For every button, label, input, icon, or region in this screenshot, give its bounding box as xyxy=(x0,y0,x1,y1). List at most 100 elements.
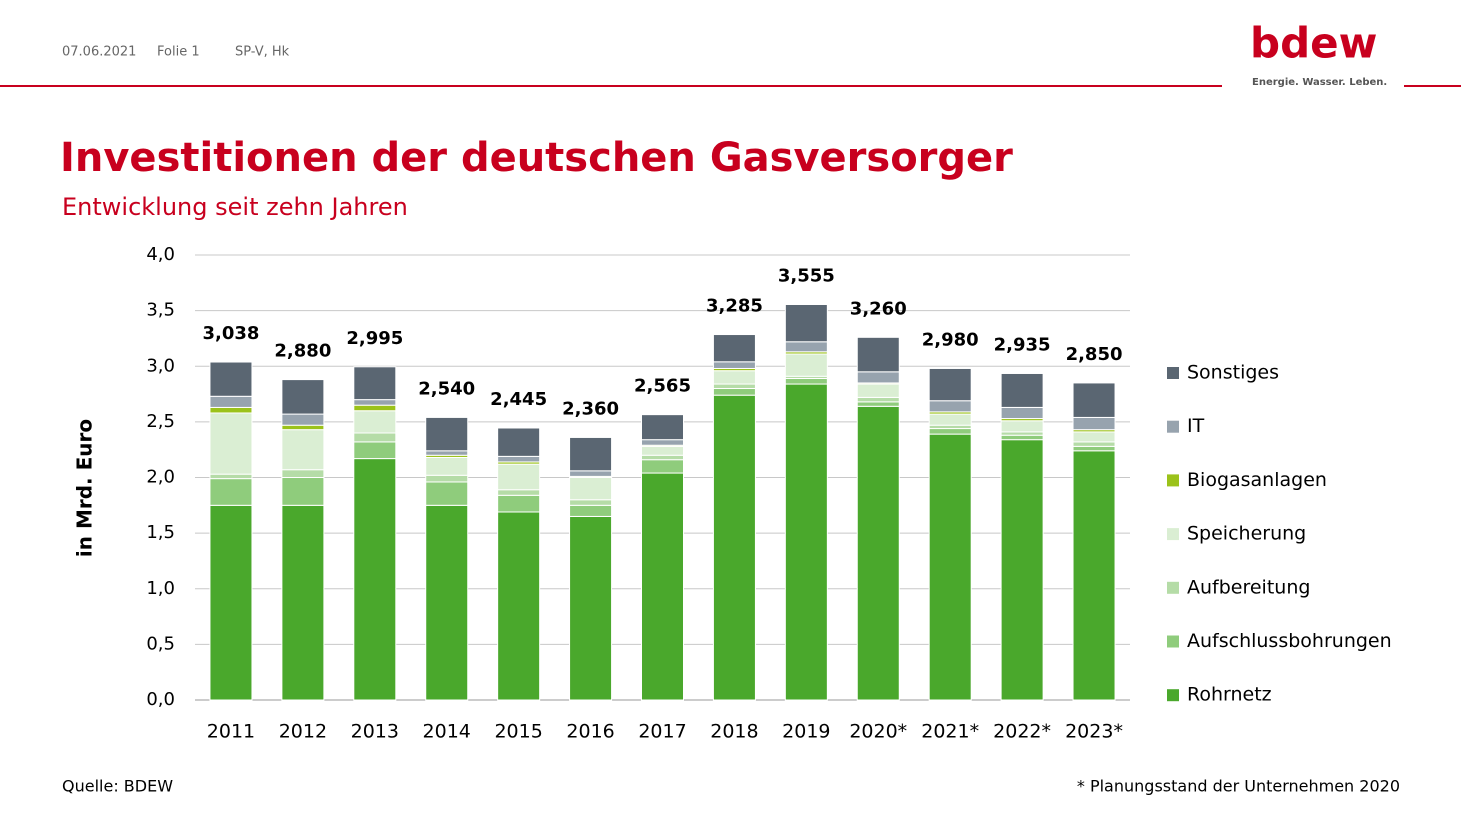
bar-segment xyxy=(353,404,397,412)
bar-segment xyxy=(641,472,684,701)
bar-segment xyxy=(712,388,756,396)
legend-swatch xyxy=(1167,420,1179,433)
bar-segment xyxy=(1000,406,1044,420)
bar-segment xyxy=(209,412,253,475)
bar-segment xyxy=(1000,434,1044,441)
y-tick-label: 3,5 xyxy=(146,300,175,321)
bar-segment xyxy=(1072,441,1116,447)
y-axis-label: in Mrd. Euro xyxy=(73,419,97,557)
bar-segment xyxy=(209,473,253,480)
bar-segment xyxy=(1000,420,1044,433)
y-tick-label: 2,5 xyxy=(146,411,175,432)
legend-label: Aufschlussbohrungen xyxy=(1187,630,1392,652)
legend-swatch xyxy=(1167,689,1179,702)
bar-segment xyxy=(569,470,613,477)
legend-label: Sonstiges xyxy=(1187,362,1279,384)
bar-segment xyxy=(856,336,900,373)
bar-segment xyxy=(497,511,541,701)
x-tick-label: 2017 xyxy=(638,721,686,743)
legend-label: Aufbereitung xyxy=(1187,576,1310,598)
bar-segment xyxy=(1072,382,1116,418)
author: SP-V, Hk xyxy=(235,45,290,60)
bar-segment xyxy=(569,436,613,472)
legend-label: Rohrnetz xyxy=(1187,684,1272,706)
bar-segment xyxy=(569,499,613,506)
total-label: 2,565 xyxy=(634,376,691,397)
bar-segment xyxy=(569,477,613,501)
bar-segment xyxy=(1072,431,1116,443)
bar-segment xyxy=(209,478,253,506)
bar-segment xyxy=(425,474,469,483)
bar-segment xyxy=(497,463,541,491)
bar-segment xyxy=(425,504,469,701)
x-tick-label: 2019 xyxy=(782,721,830,743)
bar-segment xyxy=(497,455,541,463)
legend-label: Speicherung xyxy=(1187,523,1306,545)
bar-segment xyxy=(641,459,684,474)
bar-segment xyxy=(281,429,325,471)
bar-segment xyxy=(569,504,613,517)
x-tick-label: 2022* xyxy=(993,721,1051,743)
bar-segment xyxy=(425,456,469,476)
bar-segment xyxy=(641,445,684,456)
total-label: 3,038 xyxy=(202,323,259,344)
x-tick-label: 2023* xyxy=(1065,721,1123,743)
bar-segment xyxy=(856,371,900,384)
slide-number: Folie 1 xyxy=(157,45,200,60)
bar-segment xyxy=(209,395,253,408)
legend-label: IT xyxy=(1187,415,1205,437)
x-tick-label: 2018 xyxy=(710,721,758,743)
bar-segment xyxy=(784,383,828,701)
bar-segment xyxy=(856,401,900,407)
bar-segment xyxy=(784,353,828,377)
bar-segment xyxy=(209,406,253,414)
x-tick-label: 2021* xyxy=(921,721,979,743)
bar-segment xyxy=(425,416,469,452)
total-label: 3,555 xyxy=(778,266,835,287)
bar-segment xyxy=(353,366,397,401)
bar-segment xyxy=(928,400,972,413)
bar-segment xyxy=(641,414,684,441)
bar-segment xyxy=(569,515,613,701)
logo: bdew xyxy=(1250,19,1377,68)
y-tick-label: 0,5 xyxy=(146,633,175,654)
bar-segment xyxy=(1072,445,1116,452)
x-tick-label: 2020* xyxy=(849,721,907,743)
bar-segment xyxy=(856,396,900,403)
legend-label: Biogasanlagen xyxy=(1187,469,1327,491)
bar-segment xyxy=(712,334,756,363)
bar-segment xyxy=(353,458,397,701)
bar-segment xyxy=(1000,372,1044,408)
bar-segment xyxy=(209,361,253,397)
footnote: * Planungsstand der Unternehmen 2020 xyxy=(1077,777,1400,796)
bar-segment xyxy=(1000,431,1044,436)
bar-segment xyxy=(281,469,325,478)
bar-segment xyxy=(712,383,756,389)
bar-segment xyxy=(641,454,684,461)
bar-segment xyxy=(353,410,397,434)
y-tick-label: 3,0 xyxy=(146,355,175,376)
bar-segment xyxy=(281,379,325,415)
chart-title: Investitionen der deutschen Gasversorger xyxy=(60,135,1013,181)
bar-segment xyxy=(784,304,828,343)
chart-subtitle: Entwicklung seit zehn Jahren xyxy=(62,193,408,221)
bar-segment xyxy=(784,341,828,353)
bar-segment xyxy=(641,439,684,446)
bar-segment xyxy=(712,370,756,385)
x-tick-label: 2014 xyxy=(423,721,471,743)
total-label: 2,540 xyxy=(418,378,475,399)
legend-swatch xyxy=(1167,581,1179,594)
x-tick-label: 2012 xyxy=(279,721,327,743)
x-tick-label: 2011 xyxy=(207,721,255,743)
bar-segment xyxy=(425,481,469,506)
y-tick-label: 1,0 xyxy=(146,578,175,599)
total-label: 2,935 xyxy=(994,334,1051,355)
legend-swatch xyxy=(1167,635,1179,648)
total-label: 2,850 xyxy=(1066,344,1123,365)
bar-segment xyxy=(281,477,325,506)
bar-segment xyxy=(353,432,397,443)
y-tick-label: 0,0 xyxy=(146,689,175,710)
bar-segment xyxy=(425,450,469,456)
bar-segment xyxy=(1072,416,1116,431)
